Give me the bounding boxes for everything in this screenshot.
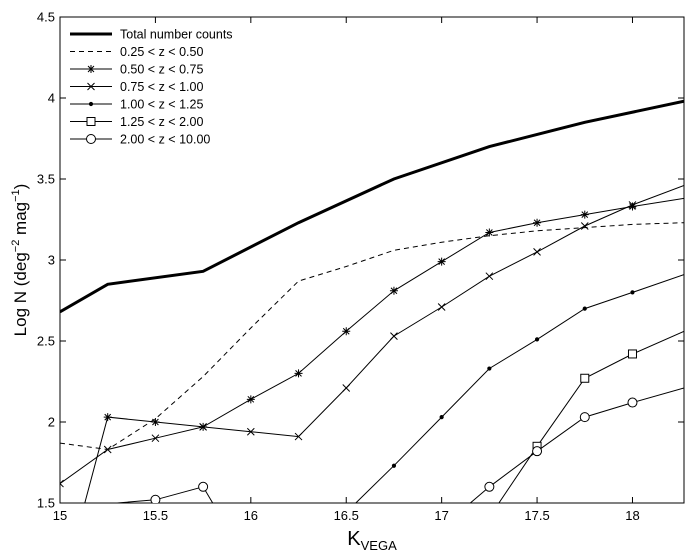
data-point: [342, 384, 351, 392]
data-point: [487, 366, 492, 371]
data-point: [86, 134, 96, 144]
data-point: [580, 210, 589, 219]
data-point: [389, 286, 398, 295]
x-tick-label: 17: [434, 508, 448, 523]
legend-label: 0.75 < z < 1.00: [120, 80, 203, 94]
legend-label: 1.00 < z < 1.25: [120, 98, 203, 112]
plot-area: [59, 16, 685, 504]
data-point: [532, 446, 543, 457]
x-axis-title-sub: VEGA: [361, 538, 397, 553]
y-axis-title-main: Log N (deg: [11, 252, 30, 336]
series-line: [84, 197, 684, 503]
y-tick-label: 3.5: [37, 172, 55, 187]
series-line: [355, 274, 684, 503]
legend-label: 1.25 < z < 2.00: [120, 115, 203, 129]
data-point: [88, 101, 94, 107]
x-tick-label: 18: [625, 508, 639, 523]
y-tick-label: 4.5: [37, 10, 55, 25]
series-2: [84, 197, 684, 503]
legend-item: Total number counts: [70, 28, 233, 42]
data-point: [628, 201, 637, 209]
data-point: [437, 303, 446, 311]
data-point: [294, 432, 303, 441]
series-4: [355, 274, 684, 503]
data-point: [534, 337, 540, 342]
data-point: [628, 202, 637, 211]
series-1: [60, 222, 684, 451]
axis-ticks: 15 15.5 16 16.5 17 17.5 18 1.5 2 2.5 3 3.5 4 4.5: [37, 10, 684, 523]
y-tick-label: 1.5: [37, 496, 55, 511]
data-point: [86, 117, 96, 126]
data-point: [580, 373, 590, 383]
y-tick-label: 2.5: [37, 334, 55, 349]
data-point: [485, 228, 494, 237]
data-point: [485, 272, 494, 281]
y-axis-title-sup1: −2: [10, 240, 22, 253]
data-point: [437, 257, 446, 266]
data-point: [151, 418, 160, 426]
x-tick-label: 15.5: [143, 508, 168, 523]
data-point: [580, 222, 589, 230]
data-point: [579, 412, 590, 423]
legend-item: 0.50 < z < 0.75: [70, 63, 203, 77]
legend-label: 0.50 < z < 0.75: [120, 63, 203, 77]
series-3: [60, 185, 684, 488]
x-tick-label: 16: [244, 508, 258, 523]
data-point: [60, 479, 64, 488]
legend-label: 0.25 < z < 0.50: [120, 45, 203, 59]
y-axis-title-mid: mag: [11, 202, 30, 240]
legend-label: Total number counts: [120, 28, 233, 42]
legend-item: 1.00 < z < 1.25: [70, 98, 203, 112]
data-point: [103, 413, 112, 422]
data-point: [246, 395, 255, 404]
data-point: [151, 434, 160, 443]
data-point: [87, 82, 95, 91]
data-point: [87, 65, 95, 73]
x-tick-label: 15: [53, 508, 67, 523]
series-layer: [60, 99, 684, 503]
data-point: [342, 327, 351, 336]
data-point: [150, 494, 161, 503]
y-tick-label: 4: [48, 91, 55, 106]
data-point: [390, 332, 398, 340]
y-axis-title: Log N (deg−2 mag−1): [10, 184, 30, 337]
series-line: [117, 486, 214, 503]
x-tick-label: 16.5: [334, 508, 359, 523]
data-point: [439, 415, 444, 420]
y-tick-label: 3: [48, 253, 55, 268]
data-point: [630, 290, 635, 295]
y-axis-title-end: ): [11, 184, 30, 190]
data-point: [246, 427, 255, 436]
data-point: [198, 481, 209, 492]
data-point: [533, 218, 542, 227]
series-0: [60, 99, 684, 314]
x-tick-label: 17.5: [524, 508, 549, 523]
data-point: [294, 369, 303, 378]
legend-label: 2.00 < z < 10.00: [120, 133, 210, 147]
series-line: [60, 222, 684, 451]
legend-item: 1.25 < z < 2.00: [70, 115, 203, 129]
data-point: [627, 397, 638, 408]
legend-item: 0.25 < z < 0.50: [70, 45, 203, 59]
y-tick-label: 2: [48, 415, 55, 430]
legend: Total number counts 0.25 < z < 0.50 0.50 <…: [70, 28, 233, 147]
data-point: [199, 423, 207, 431]
data-point: [533, 248, 541, 256]
data-point: [582, 306, 587, 311]
x-axis-title: KVEGA: [347, 528, 397, 553]
y-axis-title-sup2: −1: [10, 189, 22, 202]
data-point: [103, 445, 112, 454]
series-line: [60, 99, 684, 314]
legend-item: 2.00 < z < 10.00: [70, 133, 210, 147]
legend-item: 0.75 < z < 1.00: [70, 80, 203, 94]
series-line: [60, 185, 684, 485]
series-6: [117, 387, 684, 503]
data-point: [391, 463, 397, 468]
data-point: [627, 349, 637, 359]
data-point: [484, 481, 495, 492]
x-axis-title-main: K: [347, 528, 361, 550]
